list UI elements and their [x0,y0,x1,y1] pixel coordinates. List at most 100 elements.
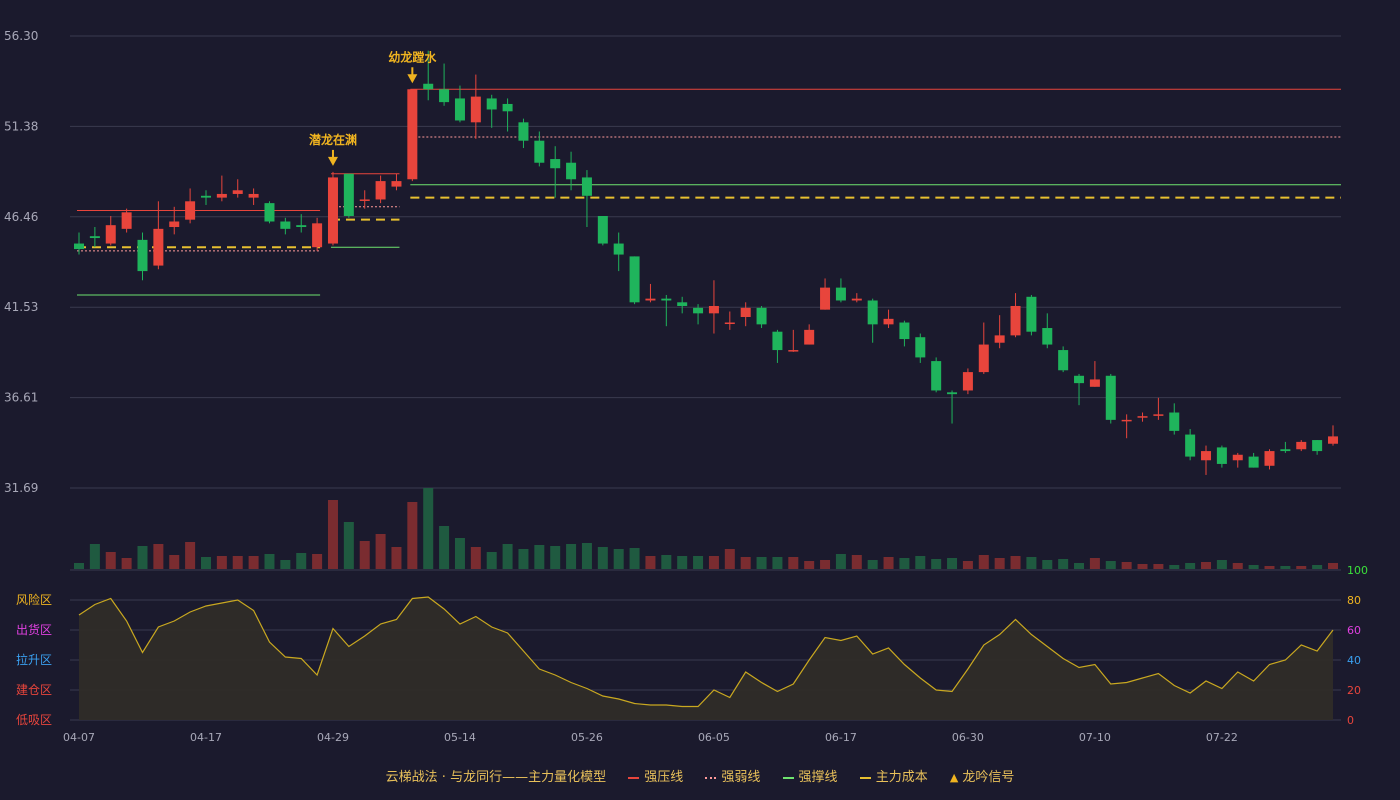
volume-bar [978,555,989,569]
pressure-line-icon [628,776,640,779]
volume-bar [883,557,894,569]
candle-body [851,298,862,301]
candle-body [1201,451,1212,461]
candle-body [804,329,815,345]
volume-bar [1201,562,1212,569]
volume-bar [645,556,656,569]
candle-body [1010,305,1021,336]
candle-body [264,203,275,222]
legend-title: 云梯战法 · 与龙同行——主力量化模型 [385,770,607,785]
candle-body [391,181,402,187]
volume-bar [788,557,799,569]
volume-bar [407,502,418,569]
candle-body [645,298,656,301]
kline-chart: 56.30 51.38 46.46 41.53 36.61 31.69 潜龙在渊 幼龙蹚水 10… [4,29,1368,744]
volume-bar [994,558,1005,569]
candle-body [661,298,672,301]
candle-body [740,307,751,318]
legend-item-signal[interactable]: ▲ 龙吟信号 [950,766,1014,785]
volume-bar [312,554,323,569]
volume-bar [581,543,592,569]
candle-body [772,331,783,351]
legend-item-support[interactable]: 强撑线 [782,766,838,785]
volume-bar [1248,565,1259,569]
volume-bar [756,557,767,569]
date-tick-label: 04-07 [63,731,95,744]
candle-body [454,98,465,121]
volume-bar [153,544,164,569]
date-tick-label: 05-14 [444,731,476,744]
volume-bar [454,538,465,569]
volume-bar [1232,563,1243,569]
volume-bar [851,555,862,569]
candle-body [1216,447,1227,464]
candle-body [89,236,100,239]
candle-body [1169,412,1180,431]
volume-bar [1264,566,1275,569]
candle-body [613,243,624,255]
candle-body [581,177,592,196]
candle-body [470,96,481,123]
legend-label: 强撑线 [798,770,838,785]
volume-bar [534,545,545,569]
candle-body [1058,350,1069,371]
volume-bar [962,561,973,569]
price-tick-label: 31.69 [4,481,38,495]
candle-body [962,372,973,391]
candle-body [597,215,608,244]
support-line-icon [782,776,794,779]
price-tick-label: 51.38 [4,119,38,133]
volume-bar [391,547,402,569]
volume-bar [1121,562,1132,569]
volume-bar [248,556,259,569]
candle-body [899,322,910,340]
volume-bar [518,549,529,569]
date-tick-label: 05-26 [571,731,603,744]
triangle-icon: ▲ [949,771,959,784]
price-tick-label: 41.53 [4,300,38,314]
candle-body [486,98,497,110]
candle-body [883,318,894,325]
chart-legend: 云梯战法 · 与龙同行——主力量化模型 强压线 强弱线 强撑线 主力成本 ▲ 龙吟… [0,766,1400,786]
sentiment-tick-label: 40 [1347,654,1361,667]
signal-label: 潜龙在渊 [309,132,357,147]
candle-body [153,228,164,266]
volume-bar [1010,556,1021,569]
candle-body [994,335,1005,343]
legend-item-cost[interactable]: 主力成本 [859,766,928,785]
legend-item-pressure[interactable]: 强压线 [628,766,683,785]
volume-bar [1312,565,1323,569]
candle-body [693,307,704,314]
volume-bar [1328,563,1338,569]
candle-body [439,89,450,103]
volume-bar [1058,559,1069,569]
candle-body [867,300,878,325]
candle-body [677,302,688,306]
candle-body [1232,454,1243,461]
volume-bar [1169,565,1180,569]
candle-body [566,162,577,180]
volume-bar [597,547,608,569]
volume-bar [375,534,386,569]
legend-label: 龙吟信号 [962,770,1015,785]
candle-body [137,239,148,272]
legend-item-weak[interactable]: 强弱线 [705,766,760,785]
candle-body [629,256,640,303]
volume-bar [200,557,211,569]
volume-bar [185,542,196,569]
volume-bar [296,553,307,569]
volume-bar [486,552,497,569]
volume-bar [772,557,783,569]
candle-body [343,173,354,216]
sentiment-line [78,596,1334,708]
legend-label: 主力成本 [875,770,928,785]
candle-body [502,103,513,112]
candle-body [248,193,259,198]
zone-label: 建仓区 [16,683,52,697]
candle-body [1312,440,1323,452]
volume-bar [613,549,624,569]
candle-body [74,243,84,250]
zone-label: 拉升区 [16,652,52,667]
candle-body [375,181,386,200]
